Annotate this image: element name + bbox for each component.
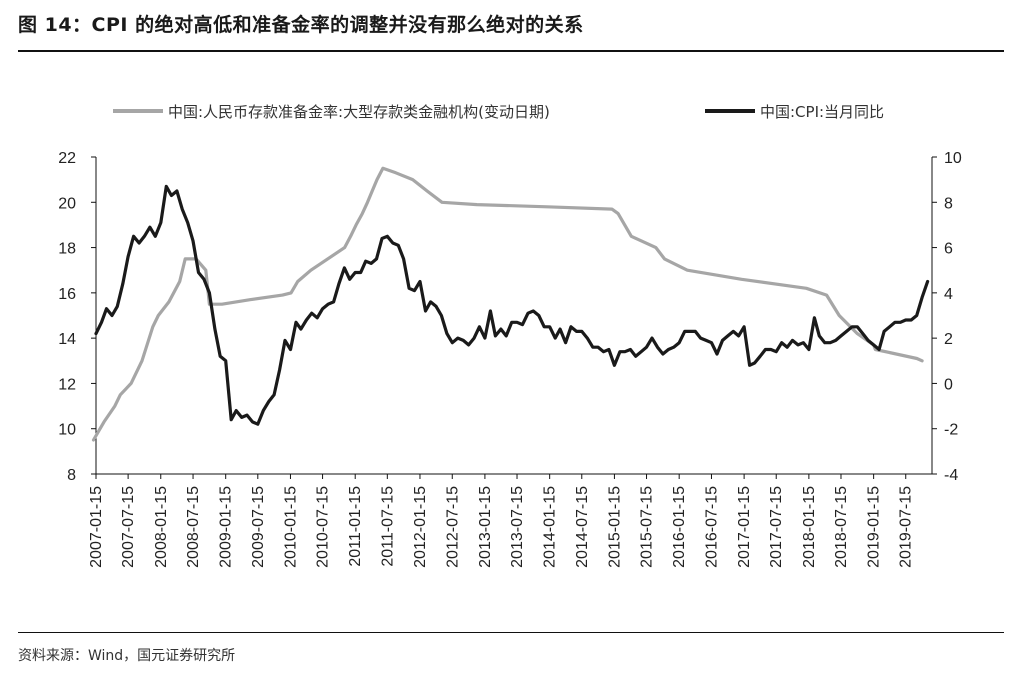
left-y-tick-label: 12 bbox=[58, 376, 76, 393]
x-tick-label: 2008-01-15 bbox=[153, 486, 170, 568]
left-y-tick-label: 22 bbox=[58, 150, 76, 167]
right-y-tick-label: -4 bbox=[944, 467, 958, 484]
right-y-tick-label: 2 bbox=[944, 331, 953, 348]
figure-title: 图 14：CPI 的绝对高低和准备金率的调整并没有那么绝对的关系 bbox=[18, 14, 584, 36]
title-divider bbox=[18, 50, 1004, 52]
x-tick-label: 2014-07-15 bbox=[574, 486, 591, 568]
right-y-tick-label: 4 bbox=[944, 286, 953, 303]
x-tick-label: 2017-01-15 bbox=[736, 486, 753, 568]
series-lines bbox=[91, 166, 930, 442]
legend-label-cpi: 中国:CPI:当月同比 bbox=[760, 103, 884, 121]
left-y-tick-label: 8 bbox=[67, 467, 76, 484]
x-tick-label: 2015-01-15 bbox=[606, 486, 623, 568]
x-tick-label: 2016-01-15 bbox=[671, 486, 688, 568]
x-axis-ticks: 2007-01-15 2007-07-15 2008-01-15 2008-07-15… bbox=[88, 474, 915, 568]
x-tick-label: 2007-07-15 bbox=[120, 486, 137, 568]
x-tick-label: 2014-01-15 bbox=[542, 486, 559, 568]
x-tick-label: 2011-07-15 bbox=[379, 486, 396, 567]
axes bbox=[95, 157, 933, 475]
x-tick-label: 2011-01-15 bbox=[347, 486, 364, 567]
x-tick-label: 2018-01-15 bbox=[801, 486, 818, 568]
legend-label-rrr: 中国:人民币存款准备金率:大型存款类金融机构(变动日期) bbox=[168, 103, 550, 121]
left-y-tick-label: 14 bbox=[58, 331, 76, 348]
x-tick-label: 2009-07-15 bbox=[250, 486, 267, 568]
right-y-tick-label: 0 bbox=[944, 376, 953, 393]
x-tick-label: 2012-01-15 bbox=[412, 486, 429, 568]
x-tick-label: 2008-07-15 bbox=[185, 486, 202, 568]
right-y-tick-label: -2 bbox=[944, 422, 958, 439]
x-tick-label: 2019-07-15 bbox=[898, 486, 915, 568]
x-tick-label: 2018-07-15 bbox=[833, 486, 850, 568]
left-y-tick-label: 16 bbox=[58, 286, 76, 303]
x-tick-label: 2010-01-15 bbox=[282, 486, 299, 568]
left-y-tick-label: 20 bbox=[58, 195, 76, 212]
x-tick-label: 2010-07-15 bbox=[315, 486, 332, 568]
source-note: 资料来源：Wind，国元证券研究所 bbox=[18, 648, 236, 664]
series-line-rrr bbox=[91, 166, 924, 442]
x-tick-label: 2015-07-15 bbox=[639, 486, 656, 568]
left-y-tick-label: 18 bbox=[58, 241, 76, 258]
x-tick-label: 2013-01-15 bbox=[477, 486, 494, 568]
right-y-axis-ticks: -4 -2 0 2 4 6 8 10 bbox=[932, 150, 962, 484]
x-tick-label: 2013-07-15 bbox=[509, 486, 526, 568]
x-tick-label: 2012-07-15 bbox=[444, 486, 461, 568]
x-tick-label: 2019-01-15 bbox=[866, 486, 883, 568]
legend: 中国:人民币存款准备金率:大型存款类金融机构(变动日期) 中国:CPI:当月同比 bbox=[113, 103, 884, 121]
right-y-tick-label: 10 bbox=[944, 150, 962, 167]
x-tick-label: 2009-01-15 bbox=[218, 486, 235, 568]
left-y-axis-ticks: 8 10 12 14 16 18 20 22 bbox=[58, 150, 96, 484]
right-y-tick-label: 8 bbox=[944, 195, 953, 212]
x-tick-label: 2007-01-15 bbox=[88, 486, 105, 568]
footer-divider bbox=[18, 632, 1004, 633]
series-line-cpi bbox=[94, 184, 930, 426]
right-y-tick-label: 6 bbox=[944, 241, 953, 258]
left-y-tick-label: 10 bbox=[58, 422, 76, 439]
x-tick-label: 2017-07-15 bbox=[768, 486, 785, 568]
x-tick-label: 2016-07-15 bbox=[703, 486, 720, 568]
